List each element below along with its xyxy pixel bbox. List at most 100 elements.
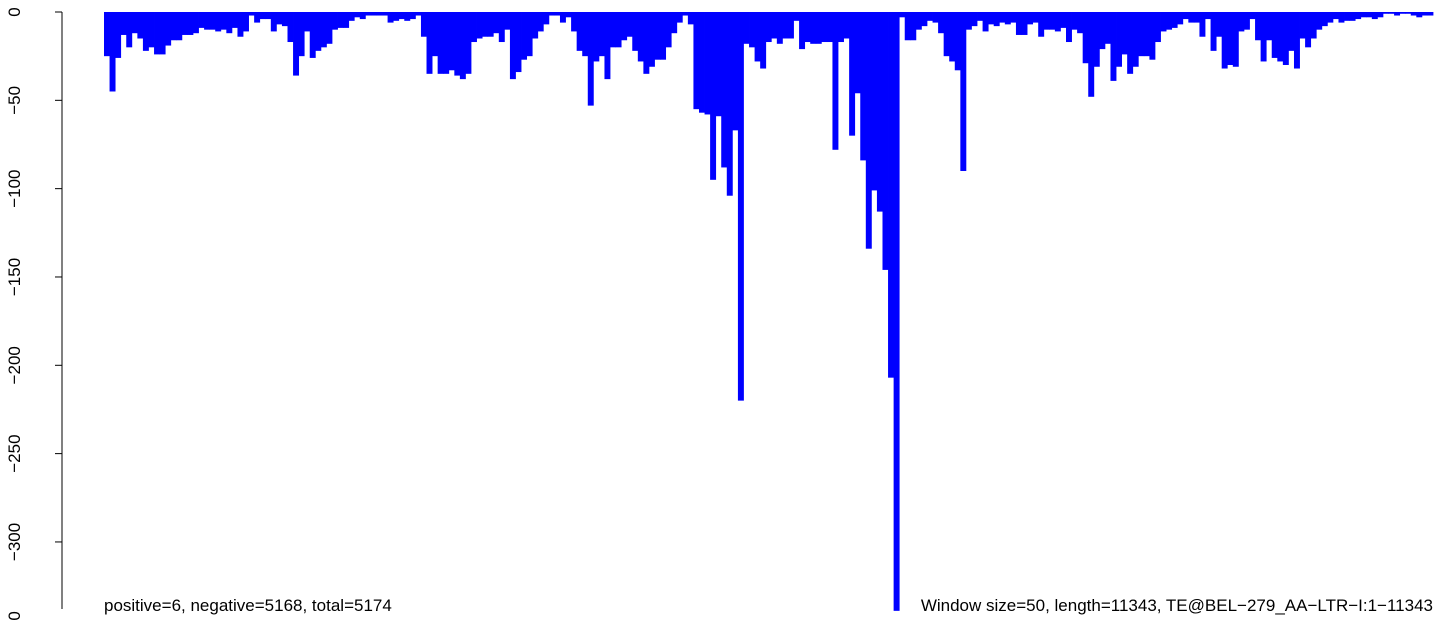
bar [1088,12,1095,97]
bar [565,12,572,18]
bar [498,12,505,43]
bar [1382,12,1389,14]
bar [237,12,244,37]
bar [415,12,422,16]
bar [660,12,667,60]
bar [999,12,1006,23]
y-tick-label: −200 [5,346,24,384]
bar [209,12,216,30]
bar [521,12,528,60]
bar [737,12,744,401]
bar [165,12,172,46]
bar [1282,12,1289,65]
bar [376,12,383,16]
bar [365,12,372,16]
bar [1132,12,1139,67]
bar [1199,12,1206,37]
bar [643,12,650,74]
bar [587,12,594,106]
bar [1166,12,1173,30]
bar [559,12,566,23]
bar [176,12,183,41]
bar [576,12,583,51]
bar [687,12,694,25]
bar [1049,12,1056,30]
bar [393,12,400,21]
bar [582,12,589,57]
bar [1349,12,1356,21]
bar [932,12,939,23]
y-tick-label: −300 [5,523,24,561]
y-axis-ticks: 0 −50 −100 −150 −200 −250 −300 −350 [5,7,62,620]
bar [632,12,639,51]
bar [504,12,511,30]
bar [1338,12,1345,23]
bar [426,12,433,74]
bar [876,12,883,212]
bar [754,12,761,62]
bar [1060,12,1067,28]
bar [988,12,995,25]
bar [1266,12,1273,41]
bar [443,12,450,74]
bar [1305,12,1312,48]
bar [615,12,622,48]
bar [977,12,983,21]
bar [543,12,550,25]
bar [1288,12,1295,51]
bar [610,12,616,48]
bar [437,12,444,74]
bar [137,12,144,39]
bar [104,12,110,57]
bar [115,12,122,58]
bar [893,12,900,611]
bar [771,12,778,39]
bar [765,12,772,43]
bar [1377,12,1384,18]
bar [954,12,961,71]
bar [1015,12,1022,35]
bar [1110,12,1117,81]
bar [515,12,522,73]
bar [359,12,366,20]
bar [348,12,355,21]
bar [926,12,933,21]
bar [982,12,989,32]
bar [871,12,878,191]
bar [293,12,300,76]
bar [1093,12,1100,67]
bar [921,12,928,27]
bar [593,12,600,62]
bar [1032,12,1039,23]
bar [192,12,199,34]
bar [965,12,972,30]
bar [682,12,689,16]
y-tick-label: −100 [5,170,24,208]
bar [598,12,605,57]
bar [532,12,539,39]
bar [710,12,717,180]
bar [181,12,188,35]
bar [220,12,227,30]
bar [715,12,722,117]
bar [1021,12,1028,35]
bar [331,12,338,30]
bar [743,12,750,44]
bar [382,12,388,16]
bar [1232,12,1239,67]
bar [387,12,394,23]
bar [832,12,839,150]
bar [309,12,316,58]
bar [1104,12,1111,44]
bar [571,12,578,32]
bar [1316,12,1323,30]
bar [154,12,161,55]
bar [537,12,544,32]
bar [1027,12,1034,25]
bar [1344,12,1350,21]
bar [604,12,611,80]
bar [231,12,238,28]
bar [1416,12,1423,18]
bar [226,12,233,34]
y-tick-label: −50 [5,86,24,115]
